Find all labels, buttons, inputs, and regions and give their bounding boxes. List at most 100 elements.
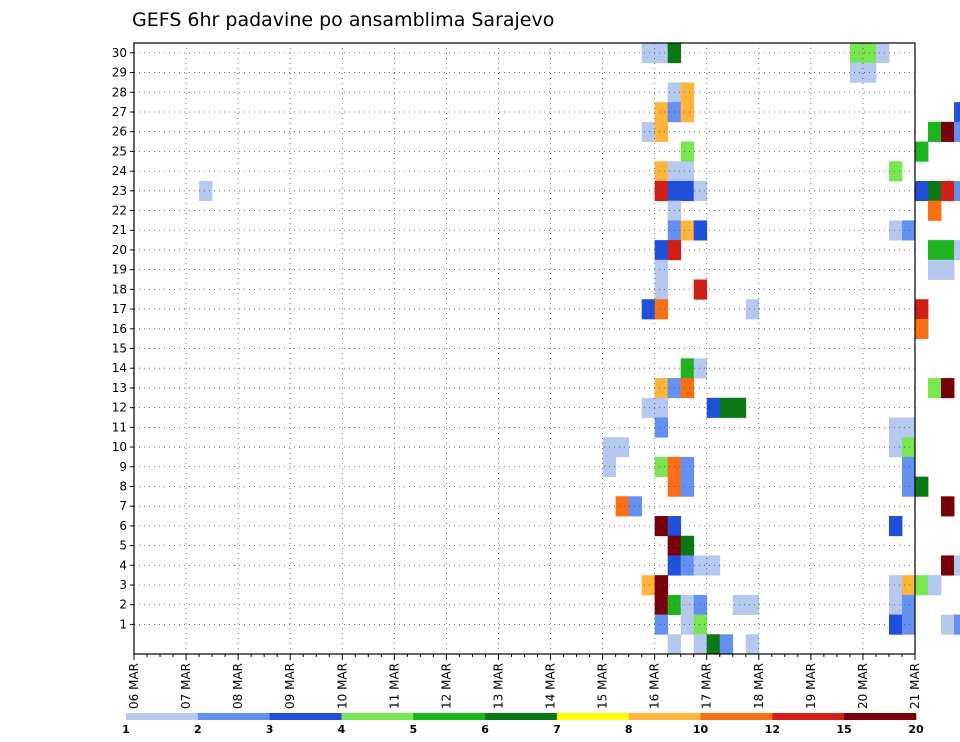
legend-label: 4	[338, 723, 346, 736]
heatmap-cell	[849, 62, 864, 83]
heatmap-cell	[641, 397, 656, 418]
x-tick-label: 21 MAR	[908, 663, 922, 709]
heatmap-cell	[680, 378, 695, 399]
heatmap-cell	[680, 141, 695, 162]
x-tick-label: 18 MAR	[752, 663, 766, 709]
legend-color-swatch	[485, 713, 558, 720]
legend-label: 15	[837, 723, 852, 736]
legend-label: 7	[553, 723, 561, 736]
heatmap-cell	[941, 121, 955, 142]
heatmap-cell	[654, 456, 669, 478]
heatmap-cell	[954, 180, 960, 202]
heatmap-cell	[928, 200, 942, 221]
heatmap-cell	[745, 594, 760, 615]
heatmap-cell	[888, 437, 903, 458]
heatmap-cell	[654, 121, 669, 142]
heatmap-cell	[654, 259, 669, 280]
heatmap-cell	[941, 614, 955, 635]
heatmap-cell	[654, 516, 669, 537]
legend-label: 1	[122, 723, 130, 736]
heatmap-cell	[628, 496, 643, 517]
heatmap-cell	[693, 634, 708, 655]
y-tick-label: 20	[112, 243, 127, 257]
heatmap-cell	[875, 43, 890, 64]
y-tick-label: 19	[112, 263, 127, 277]
x-tick-label: 14 MAR	[544, 663, 558, 709]
legend-color-swatch	[844, 713, 917, 720]
heatmap-cell	[941, 240, 955, 261]
y-tick-label: 22	[112, 204, 127, 218]
heatmap-cell	[680, 614, 695, 635]
heatmap-cell	[706, 397, 721, 418]
y-tick-label: 6	[119, 519, 127, 533]
legend-color-swatch	[628, 713, 701, 720]
heatmap-cell	[680, 180, 695, 202]
legend-color-swatch	[269, 713, 342, 720]
heatmap-cell	[954, 102, 960, 123]
y-tick-label: 2	[119, 598, 127, 612]
heatmap-cell	[706, 634, 721, 655]
legend-color-swatch	[197, 713, 270, 720]
legend-label: 12	[765, 723, 780, 736]
y-tick-label: 5	[119, 539, 127, 553]
heatmap-cell	[654, 397, 669, 418]
heatmap-cell	[654, 299, 669, 320]
heatmap-cell	[680, 358, 695, 379]
heatmap-cell	[654, 180, 669, 202]
y-tick-label: 4	[119, 558, 127, 572]
y-tick-label: 16	[112, 322, 127, 336]
heatmap-cell	[693, 220, 708, 241]
heatmap-cell	[693, 180, 708, 202]
heatmap-cell	[941, 378, 955, 399]
heatmap-cell	[915, 299, 929, 320]
heatmap-cell	[915, 318, 929, 340]
heatmap-cell	[928, 378, 942, 399]
x-tick-label: 12 MAR	[439, 663, 453, 709]
legend-label: 10	[693, 723, 709, 736]
heatmap-cell	[680, 535, 695, 556]
y-tick-label: 1	[119, 617, 127, 631]
heatmap-cell	[654, 417, 669, 438]
color-legend: 1 2 3 4 5 6 7 8 10 12 15 20	[122, 713, 924, 736]
legend-color-swatch	[556, 713, 630, 720]
y-tick-label: 9	[119, 460, 127, 474]
heatmap-cell	[719, 634, 734, 655]
y-tick-label: 23	[112, 184, 127, 198]
heatmap-cell	[928, 180, 942, 202]
heatmap-cell	[901, 614, 916, 635]
heatmap-cell	[680, 102, 695, 123]
y-tick-label: 24	[112, 164, 127, 178]
x-tick-label: 16 MAR	[648, 663, 662, 709]
heatmap-cell	[693, 279, 708, 300]
y-tick-label: 27	[112, 105, 127, 119]
heatmap-cell	[954, 614, 960, 635]
heatmap-cell	[928, 240, 942, 261]
heatmap-cell	[941, 496, 955, 517]
heatmap-cell	[680, 161, 695, 182]
y-tick-label: 14	[112, 361, 127, 375]
x-tick-label: 08 MAR	[231, 663, 245, 709]
heatmap-cell	[888, 614, 903, 635]
heatmap-cell	[941, 555, 955, 576]
x-tick-label: 20 MAR	[856, 663, 870, 709]
heatmap-cell	[719, 397, 734, 418]
heatmap-cell	[888, 161, 903, 182]
heatmap-cell	[901, 476, 916, 497]
heatmap-cell	[654, 575, 669, 596]
heatmap-cell	[901, 575, 916, 596]
legend-color-swatch	[700, 713, 773, 720]
heatmap-cell	[915, 180, 929, 202]
y-tick-label: 11	[112, 420, 127, 434]
heatmap-cell	[654, 378, 669, 399]
heatmap-cell	[915, 575, 929, 596]
y-tick-label: 29	[112, 66, 127, 80]
y-axis-ticks: 1234567891011121314151617181920212223242…	[112, 46, 134, 631]
heatmap-cell	[693, 555, 708, 576]
legend-color-swatch	[126, 713, 199, 720]
legend-label: 5	[409, 723, 417, 736]
y-tick-label: 12	[112, 401, 127, 415]
heatmap-cell	[654, 594, 669, 615]
heatmap-cell	[199, 180, 213, 202]
x-tick-label: 17 MAR	[700, 663, 714, 709]
